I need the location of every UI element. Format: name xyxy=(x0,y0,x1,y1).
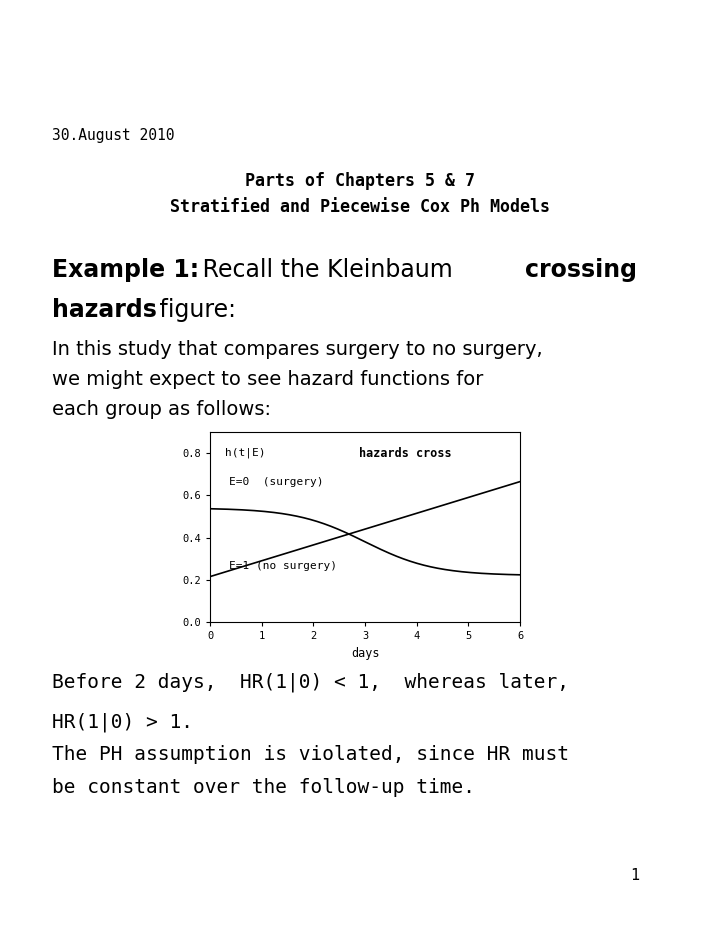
Text: each group as follows:: each group as follows: xyxy=(52,400,271,419)
Text: E=0  (surgery): E=0 (surgery) xyxy=(229,477,323,487)
Text: Parts of Chapters 5 & 7: Parts of Chapters 5 & 7 xyxy=(245,172,475,190)
Text: 30.August 2010: 30.August 2010 xyxy=(52,128,174,143)
Text: hazards: hazards xyxy=(52,298,157,322)
Text: h(t|E): h(t|E) xyxy=(225,447,266,458)
Text: Stratified and Piecewise Cox Ph Models: Stratified and Piecewise Cox Ph Models xyxy=(170,198,550,216)
Text: be constant over the follow-up time.: be constant over the follow-up time. xyxy=(52,778,475,797)
Text: crossing: crossing xyxy=(525,258,637,282)
Text: hazards cross: hazards cross xyxy=(359,447,451,460)
Text: In this study that compares surgery to no surgery,: In this study that compares surgery to n… xyxy=(52,340,543,359)
Text: E=1 (no surgery): E=1 (no surgery) xyxy=(229,561,337,570)
Text: Example 1:: Example 1: xyxy=(52,258,199,282)
X-axis label: days: days xyxy=(351,647,379,660)
Text: HR(1|0) > 1.: HR(1|0) > 1. xyxy=(52,712,193,732)
Text: Recall the Kleinbaum: Recall the Kleinbaum xyxy=(195,258,460,282)
Text: 1: 1 xyxy=(630,868,639,883)
Text: figure:: figure: xyxy=(152,298,236,322)
Text: we might expect to see hazard functions for: we might expect to see hazard functions … xyxy=(52,370,483,389)
Text: The PH assumption is violated, since HR must: The PH assumption is violated, since HR … xyxy=(52,745,569,764)
Text: Before 2 days,  HR(1|0) < 1,  whereas later,: Before 2 days, HR(1|0) < 1, whereas late… xyxy=(52,672,569,692)
